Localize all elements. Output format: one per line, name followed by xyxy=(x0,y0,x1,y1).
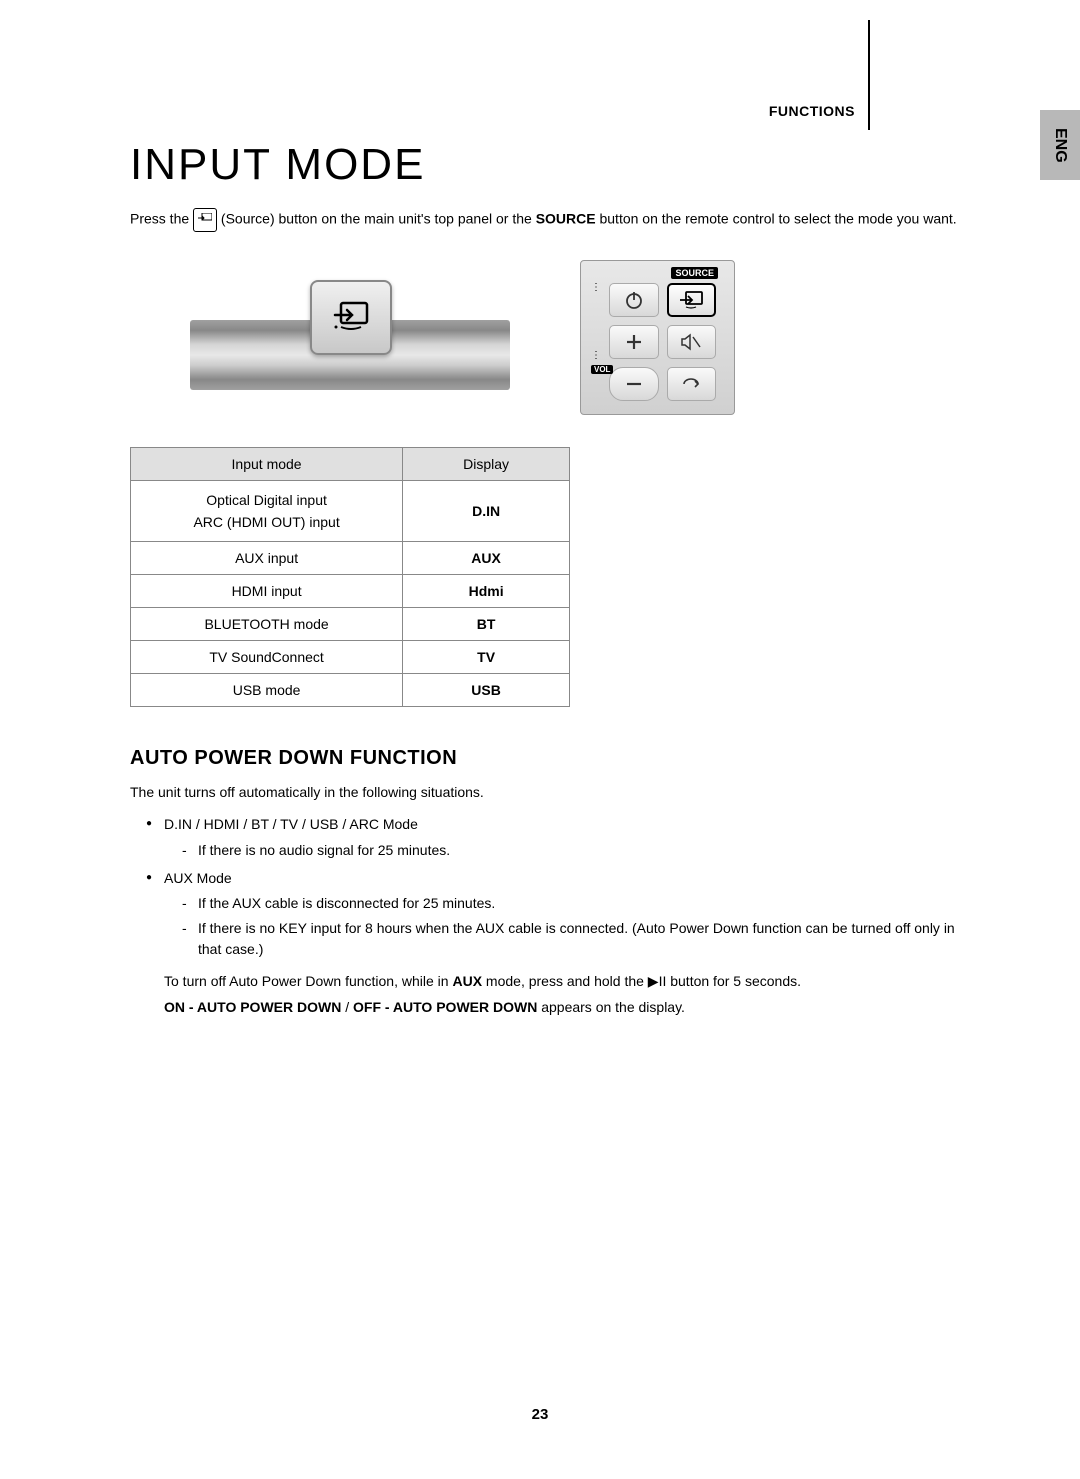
input-mode-table: Input mode Display Optical Digital input… xyxy=(130,447,570,708)
mode-line2: ARC (HDMI OUT) input xyxy=(193,514,339,530)
footer-on-bold: ON - AUTO POWER DOWN xyxy=(164,999,341,1015)
remote-plus-button xyxy=(609,325,659,359)
intro-paragraph: Press the (Source) button on the main un… xyxy=(130,208,970,232)
remote-minus-button xyxy=(609,367,659,401)
remote-source-button xyxy=(667,283,717,317)
dash-sublist: If there is no audio signal for 25 minut… xyxy=(164,840,970,861)
footer-text: mode, press and hold the ▶II button for … xyxy=(486,973,801,989)
panel-source-button xyxy=(310,280,392,355)
language-tab: ENG xyxy=(1040,110,1080,180)
footer-text: To turn off Auto Power Down function, wh… xyxy=(164,973,452,989)
remote-mute-button xyxy=(667,325,717,359)
footer-aux-bold: AUX xyxy=(452,973,482,989)
dash-item: If there is no audio signal for 25 minut… xyxy=(182,840,970,861)
footer-off-bold: OFF - AUTO POWER DOWN xyxy=(353,999,537,1015)
source-icon xyxy=(333,301,369,333)
remote-source-label: SOURCE xyxy=(671,267,718,279)
table-cell-mode: HDMI input xyxy=(131,575,403,608)
remote-vol-label: VOL xyxy=(591,365,613,374)
table-header-display: Display xyxy=(403,447,570,480)
auto-power-down-heading: AUTO POWER DOWN FUNCTION xyxy=(130,747,970,770)
intro-source-word: (Source) xyxy=(221,210,275,226)
language-label: ENG xyxy=(1051,128,1069,163)
repeat-icon xyxy=(680,376,702,392)
table-row: Optical Digital input ARC (HDMI OUT) inp… xyxy=(131,480,570,542)
page-title: INPUT MODE xyxy=(130,140,970,190)
dash-item: If the AUX cable is disconnected for 25 … xyxy=(182,893,970,914)
list-item: AUX Mode If the AUX cable is disconnecte… xyxy=(146,867,970,960)
header-divider xyxy=(868,20,870,130)
device-images-row: SOURCE ⋮ ⋮ VOL xyxy=(130,260,970,415)
plus-icon xyxy=(625,333,643,351)
dash-item: If there is no KEY input for 8 hours whe… xyxy=(182,918,970,960)
footer-paragraph-2: ON - AUTO POWER DOWN / OFF - AUTO POWER … xyxy=(130,996,970,1018)
table-row: HDMI input Hdmi xyxy=(131,575,570,608)
auto-power-down-list: D.IN / HDMI / BT / TV / USB / ARC Mode I… xyxy=(130,813,970,960)
source-arrow-icon xyxy=(198,213,212,224)
table-cell-mode: BLUETOOTH mode xyxy=(131,608,403,641)
table-cell-display: Hdmi xyxy=(403,575,570,608)
footer-slash: / xyxy=(345,999,353,1015)
table-cell-display: AUX xyxy=(403,542,570,575)
remote-button-grid xyxy=(593,271,722,404)
bullet-text: D.IN / HDMI / BT / TV / USB / ARC Mode xyxy=(164,816,418,832)
auto-power-down-intro: The unit turns off automatically in the … xyxy=(130,782,970,803)
intro-text-3: button on the remote control to select t… xyxy=(599,210,956,226)
bullet-text: AUX Mode xyxy=(164,870,232,886)
dash-sublist: If the AUX cable is disconnected for 25 … xyxy=(164,893,970,960)
footer-text: appears on the display. xyxy=(541,999,685,1015)
table-row: TV SoundConnect TV xyxy=(131,641,570,674)
table-cell-mode: TV SoundConnect xyxy=(131,641,403,674)
intro-text-2: button on the main unit's top panel or t… xyxy=(279,210,536,226)
source-icon-inline xyxy=(193,208,217,232)
page-number: 23 xyxy=(0,1406,1080,1423)
section-label: FUNCTIONS xyxy=(769,103,855,119)
table-cell-mode: AUX input xyxy=(131,542,403,575)
footer-paragraph-1: To turn off Auto Power Down function, wh… xyxy=(130,970,970,992)
table-row: BLUETOOTH mode BT xyxy=(131,608,570,641)
minus-icon xyxy=(625,381,643,387)
remote-power-button xyxy=(609,283,659,317)
remote-repeat-button xyxy=(667,367,717,401)
source-icon xyxy=(679,290,703,310)
table-cell-mode: Optical Digital input ARC (HDMI OUT) inp… xyxy=(131,480,403,542)
table-cell-display: TV xyxy=(403,641,570,674)
mode-line1: Optical Digital input xyxy=(206,492,327,508)
list-item: D.IN / HDMI / BT / TV / USB / ARC Mode I… xyxy=(146,813,970,860)
mute-icon xyxy=(680,333,702,351)
remote-control-image: SOURCE ⋮ ⋮ VOL xyxy=(580,260,735,415)
table-cell-display: BT xyxy=(403,608,570,641)
power-icon xyxy=(624,290,644,310)
intro-text-1: Press the xyxy=(130,210,193,226)
table-row: AUX input AUX xyxy=(131,542,570,575)
intro-source-bold: SOURCE xyxy=(536,210,596,226)
remote-dots-top: ⋮ xyxy=(591,285,601,291)
table-cell-display: D.IN xyxy=(403,480,570,542)
remote-dots-bottom: ⋮ xyxy=(591,353,601,359)
table-cell-display: USB xyxy=(403,674,570,707)
table-header-mode: Input mode xyxy=(131,447,403,480)
table-cell-mode: USB mode xyxy=(131,674,403,707)
table-row: USB mode USB xyxy=(131,674,570,707)
device-top-panel-image xyxy=(190,260,510,390)
